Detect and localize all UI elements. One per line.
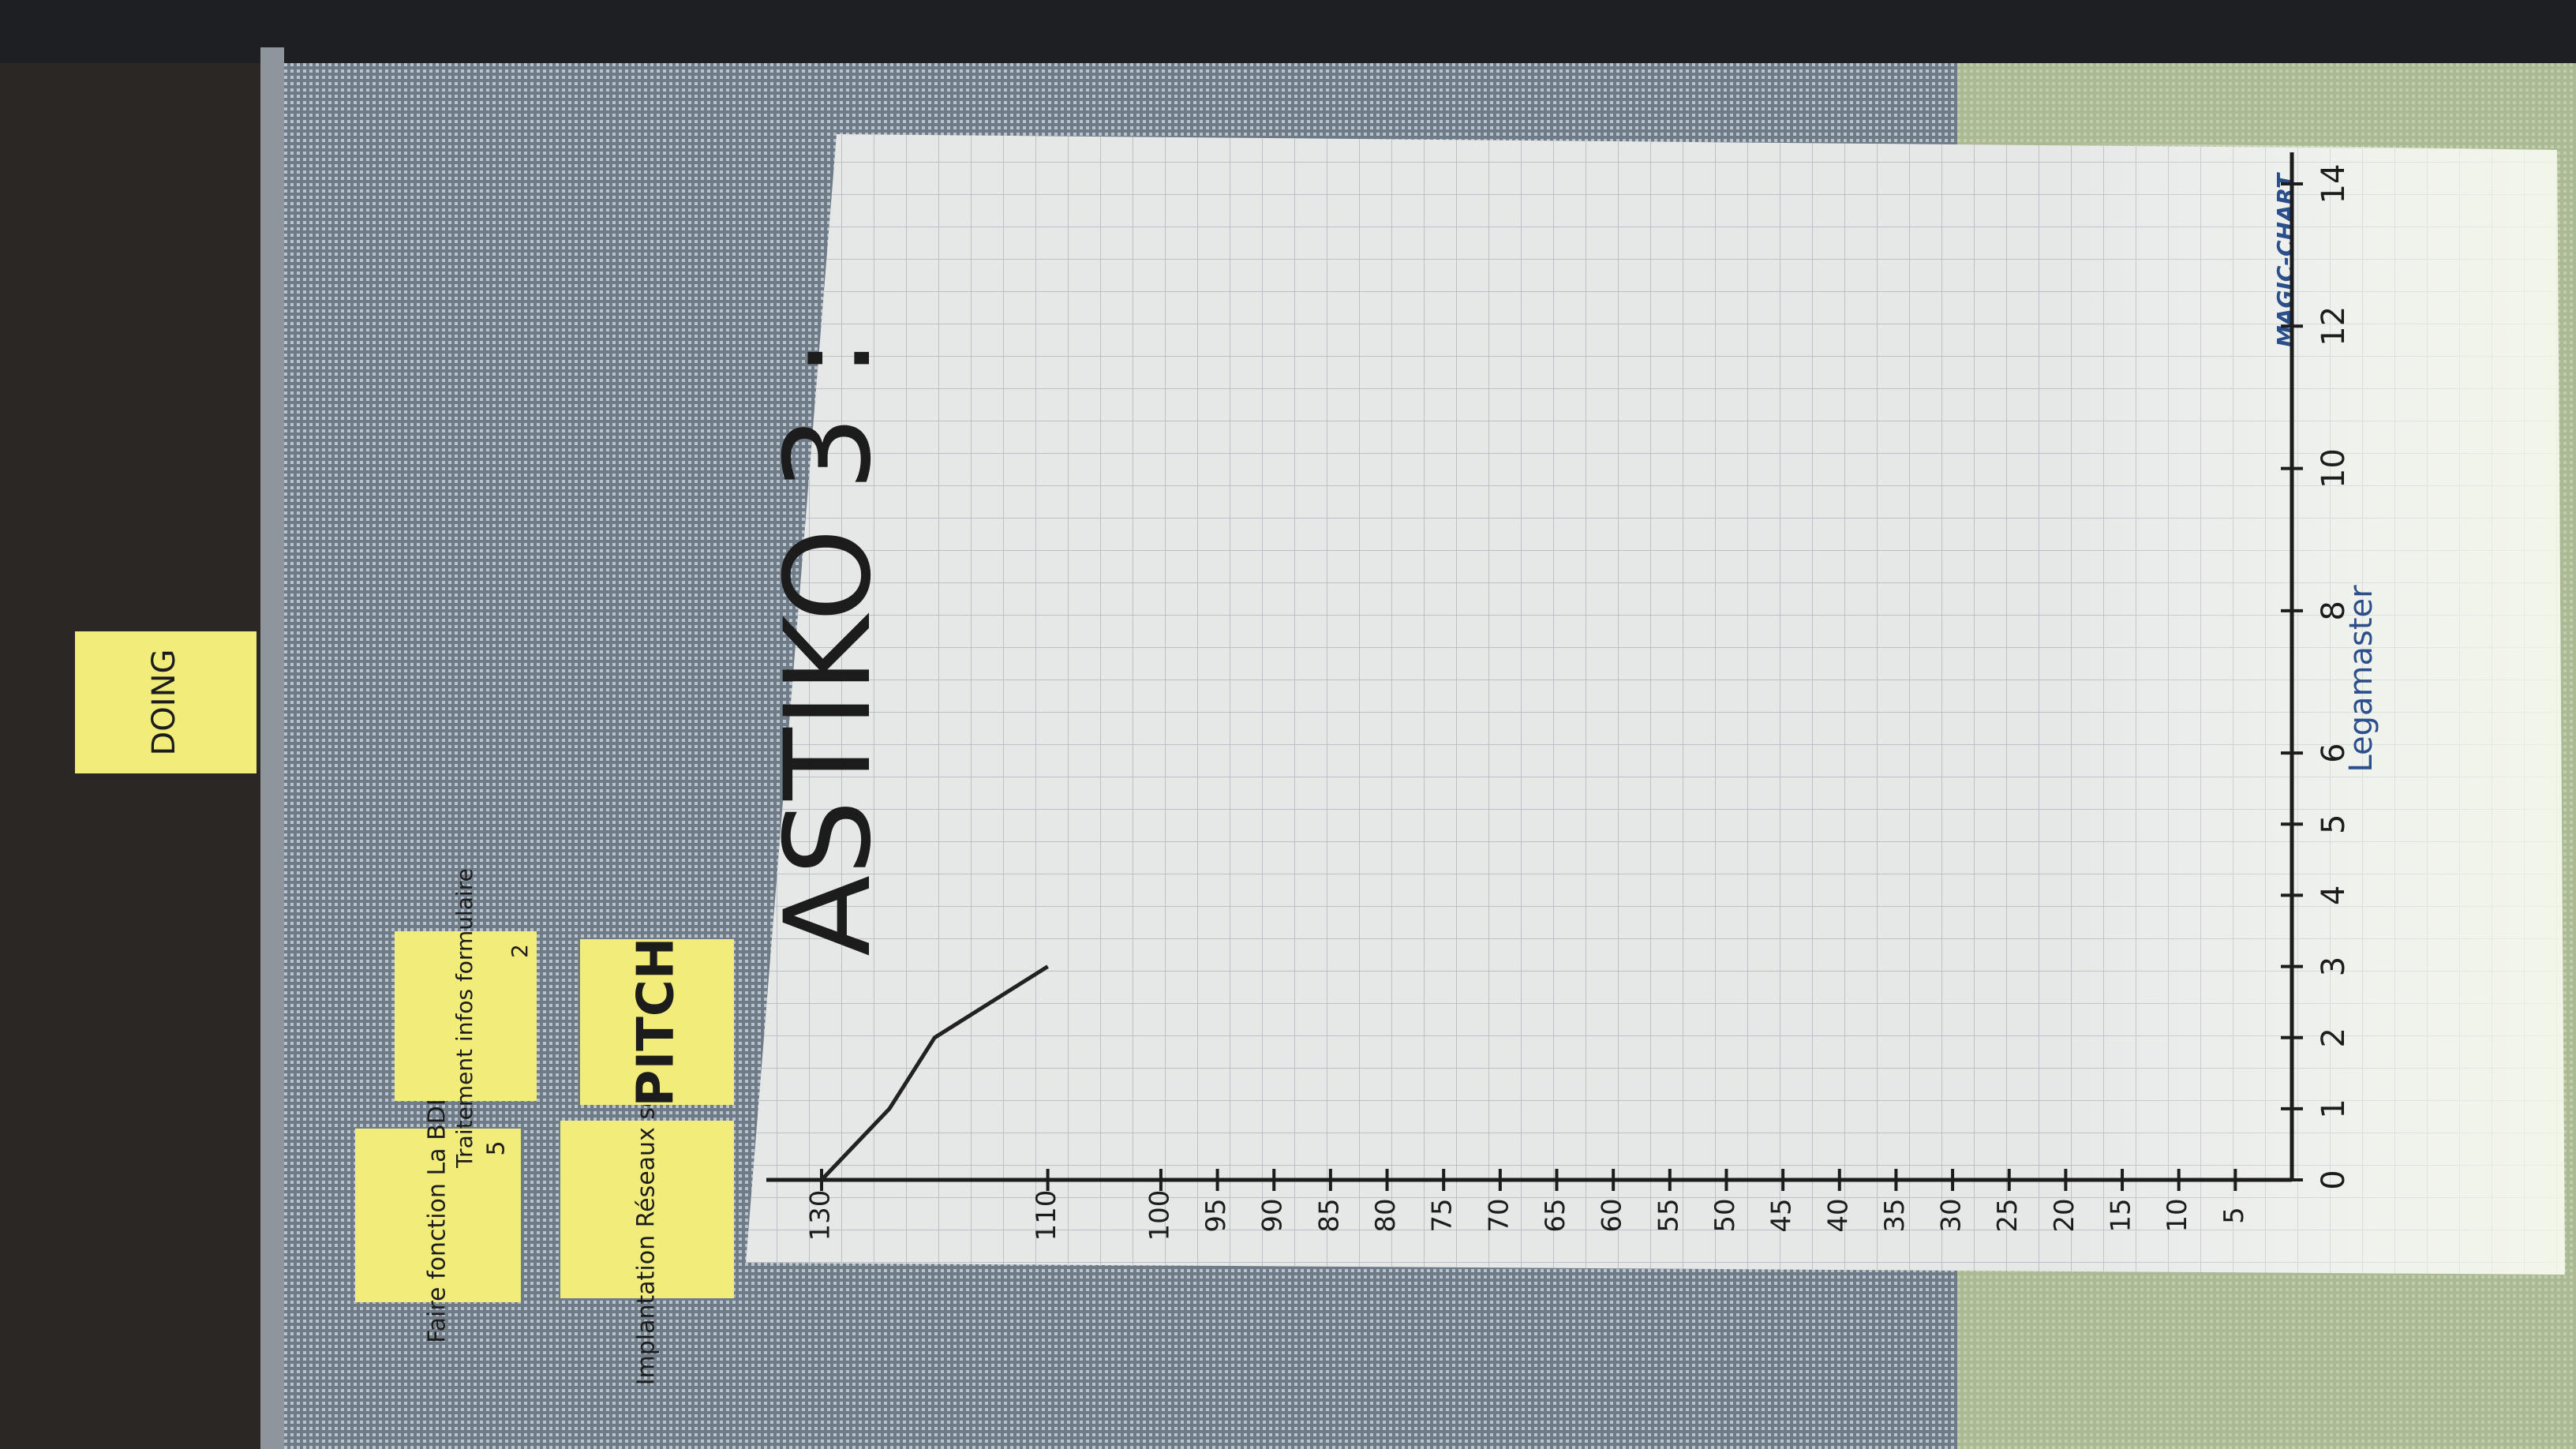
x-tick-label: 14 [2316,164,2352,204]
y-tick-label: 110 [1031,1190,1062,1241]
y-tick-label: 70 [1483,1198,1515,1232]
chart: ASTIKO 3 :130 110 100 95 90 85 80 75 70 65 60 55 50 4… [760,152,2352,1241]
sticky-note: DOING [75,631,256,773]
note-text: PITCH [627,938,686,1107]
y-tick-label: 80 [1370,1198,1402,1232]
x-tick-label: 10 [2316,448,2352,489]
brand: Legamaster [2343,585,2379,773]
y-tick-label: 85 [1313,1198,1345,1232]
y-tick-label: 55 [1653,1198,1684,1232]
note-text: Traitement infos formulaire [451,868,477,1169]
light-glare [2052,142,2565,1275]
x-tick-label: 2 [2316,1028,2352,1047]
x-tick-label: 4 [2316,886,2352,905]
x-tick-label: 5 [2316,814,2352,834]
window-frame [260,47,284,1449]
y-tick-label: 100 [1144,1190,1175,1241]
y-tick-label: 50 [1709,1198,1741,1232]
y-tick-label: 10 [2162,1198,2193,1232]
sticky-note: PITCH [580,938,734,1107]
window-frame [0,0,2576,63]
x-tick-label: 0 [2316,1170,2352,1189]
note-points: 2 [507,944,533,958]
y-tick-label: 60 [1597,1198,1628,1232]
sticky-note: Traitement infos formulaire 2 [395,868,537,1169]
y-tick-label: 35 [1879,1198,1911,1232]
x-tick-label: 1 [2316,1099,2352,1118]
x-tick-label: 12 [2316,306,2352,346]
y-tick-label: 95 [1200,1198,1232,1232]
y-tick-label: 5 [2218,1207,2250,1224]
x-tick-label: 8 [2316,601,2352,620]
y-tick-label: 30 [1936,1198,1968,1232]
y-tick-label: 130 [805,1190,837,1241]
y-tick-label: 20 [2049,1198,2080,1232]
note-points: 5 [483,1140,511,1155]
y-tick-label: 40 [1822,1198,1854,1232]
x-tick-label: 3 [2316,957,2352,976]
y-tick-label: 25 [1992,1198,2024,1232]
chart-title: ASTIKO 3 : [760,338,897,956]
x-tick-label: 6 [2316,743,2352,762]
burndown-line [820,964,1049,1181]
y-tick-label: 75 [1427,1198,1458,1232]
y-tick-label: 15 [2106,1198,2137,1232]
y-tick-label: 45 [1766,1198,1798,1232]
y-tick-label: 65 [1540,1198,1571,1232]
sticky-note: Implantation Réseaux sociaux [560,1030,734,1385]
sticky-note: Faire fonction La BDD 5 [355,1088,521,1343]
note-text: DOING [146,650,182,756]
y-tick-label: 90 [1257,1198,1289,1232]
product-name: MAGIC-CHART [2272,172,2298,347]
note-text: Faire fonction La BDD [424,1088,451,1343]
